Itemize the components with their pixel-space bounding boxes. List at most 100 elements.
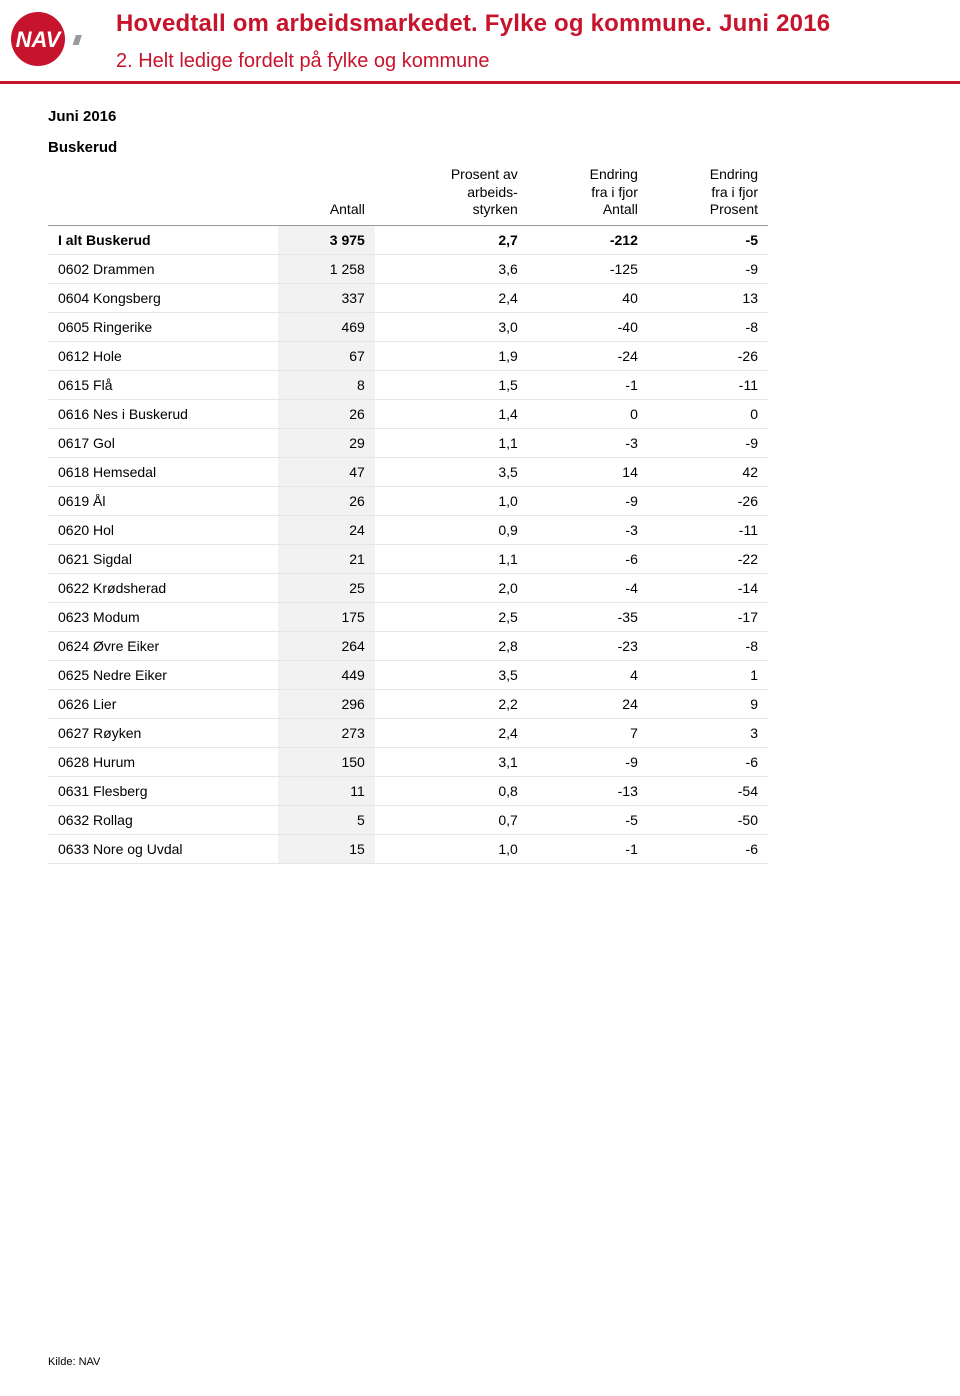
cell-endring-antall: -3 [528,428,648,457]
page-header: NAV Hovedtall om arbeidsmarkedet. Fylke … [0,0,960,84]
cell-label: 0622 Krødsherad [48,573,278,602]
table-row: 0616 Nes i Buskerud261,400 [48,399,768,428]
cell-endring-prosent: -8 [648,312,768,341]
cell-endring-prosent: 0 [648,399,768,428]
cell-antall: 175 [278,602,375,631]
cell-antall: 26 [278,486,375,515]
table-row: 0632 Rollag50,7-5-50 [48,805,768,834]
cell-label: 0628 Hurum [48,747,278,776]
cell-antall: 296 [278,689,375,718]
cell-endring-prosent: -26 [648,341,768,370]
cell-endring-antall: -9 [528,747,648,776]
cell-label: 0626 Lier [48,689,278,718]
cell-endring-antall: -212 [528,225,648,254]
cell-antall: 469 [278,312,375,341]
cell-antall: 47 [278,457,375,486]
cell-antall: 29 [278,428,375,457]
cell-endring-antall: -4 [528,573,648,602]
cell-endring-antall: -3 [528,515,648,544]
table-row: 0622 Krødsherad252,0-4-14 [48,573,768,602]
cell-endring-prosent: -26 [648,486,768,515]
content-area: Juni 2016 Buskerud Antall Prosent avarbe… [0,84,960,864]
cell-label: 0632 Rollag [48,805,278,834]
region-label: Buskerud [48,139,912,156]
table-row: 0617 Gol291,1-3-9 [48,428,768,457]
cell-endring-antall: 0 [528,399,648,428]
cell-prosent: 3,5 [375,660,528,689]
cell-label: I alt Buskerud [48,225,278,254]
cell-antall: 25 [278,573,375,602]
cell-label: 0631 Flesberg [48,776,278,805]
cell-endring-prosent: 1 [648,660,768,689]
table-row: 0627 Røyken2732,473 [48,718,768,747]
table-row: 0605 Ringerike4693,0-40-8 [48,312,768,341]
cell-prosent: 2,4 [375,283,528,312]
cell-prosent: 1,5 [375,370,528,399]
cell-prosent: 2,2 [375,689,528,718]
cell-endring-prosent: -54 [648,776,768,805]
table-row: 0623 Modum1752,5-35-17 [48,602,768,631]
cell-label: 0633 Nore og Uvdal [48,834,278,863]
document-page: NAV Hovedtall om arbeidsmarkedet. Fylke … [0,0,960,1396]
cell-endring-prosent: -9 [648,428,768,457]
cell-antall: 11 [278,776,375,805]
cell-prosent: 3,1 [375,747,528,776]
cell-prosent: 1,1 [375,544,528,573]
cell-label: 0615 Flå [48,370,278,399]
cell-label: 0605 Ringerike [48,312,278,341]
cell-endring-prosent: -17 [648,602,768,631]
svg-text:NAV: NAV [16,27,63,52]
cell-label: 0623 Modum [48,602,278,631]
cell-endring-antall: -6 [528,544,648,573]
cell-prosent: 3,6 [375,254,528,283]
cell-antall: 449 [278,660,375,689]
cell-label: 0625 Nedre Eiker [48,660,278,689]
table-row: I alt Buskerud3 9752,7-212-5 [48,225,768,254]
cell-prosent: 2,8 [375,631,528,660]
cell-antall: 21 [278,544,375,573]
cell-endring-antall: -1 [528,834,648,863]
cell-endring-antall: -1 [528,370,648,399]
col-header-prosent: Prosent avarbeids-styrken [375,162,528,225]
cell-label: 0624 Øvre Eiker [48,631,278,660]
cell-endring-antall: 4 [528,660,648,689]
table-body: I alt Buskerud3 9752,7-212-50602 Drammen… [48,225,768,863]
cell-antall: 1 258 [278,254,375,283]
cell-prosent: 0,7 [375,805,528,834]
cell-endring-antall: -13 [528,776,648,805]
cell-antall: 3 975 [278,225,375,254]
data-table: Antall Prosent avarbeids-styrken Endring… [48,162,768,864]
cell-endring-prosent: 9 [648,689,768,718]
doc-subtitle: 2. Helt ledige fordelt på fylke og kommu… [116,50,830,73]
cell-prosent: 2,7 [375,225,528,254]
cell-prosent: 1,0 [375,834,528,863]
cell-prosent: 1,9 [375,341,528,370]
table-row: 0624 Øvre Eiker2642,8-23-8 [48,631,768,660]
cell-endring-antall: 7 [528,718,648,747]
table-row: 0612 Hole671,9-24-26 [48,341,768,370]
cell-antall: 24 [278,515,375,544]
cell-label: 0618 Hemsedal [48,457,278,486]
cell-endring-prosent: 3 [648,718,768,747]
table-row: 0621 Sigdal211,1-6-22 [48,544,768,573]
source-footer: Kilde: NAV [48,1356,100,1368]
table-row: 0625 Nedre Eiker4493,541 [48,660,768,689]
cell-label: 0602 Drammen [48,254,278,283]
doc-title: Hovedtall om arbeidsmarkedet. Fylke og k… [116,10,830,38]
cell-prosent: 0,9 [375,515,528,544]
cell-endring-antall: 24 [528,689,648,718]
cell-endring-antall: -23 [528,631,648,660]
cell-endring-antall: -24 [528,341,648,370]
header-row: NAV Hovedtall om arbeidsmarkedet. Fylke … [0,10,960,73]
cell-endring-antall: 40 [528,283,648,312]
table-row: 0619 Ål261,0-9-26 [48,486,768,515]
cell-label: 0604 Kongsberg [48,283,278,312]
table-row: 0631 Flesberg110,8-13-54 [48,776,768,805]
cell-label: 0612 Hole [48,341,278,370]
cell-antall: 67 [278,341,375,370]
cell-prosent: 0,8 [375,776,528,805]
cell-endring-antall: -5 [528,805,648,834]
cell-antall: 150 [278,747,375,776]
cell-endring-prosent: -6 [648,834,768,863]
cell-antall: 26 [278,399,375,428]
